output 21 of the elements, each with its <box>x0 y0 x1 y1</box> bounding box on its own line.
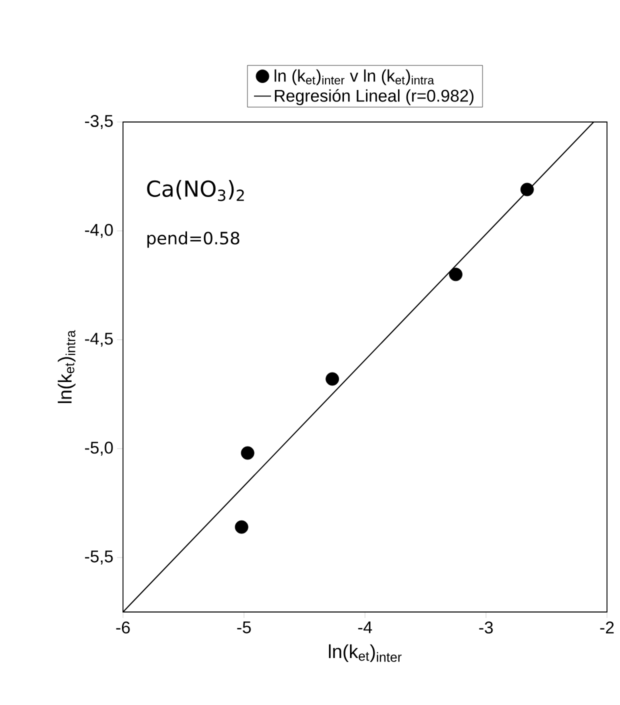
x-tick-label: -5 <box>237 622 251 634</box>
point <box>449 268 462 282</box>
y-tick-label: -3,5 <box>85 114 113 129</box>
point <box>326 372 340 386</box>
y-axis-title: ln(k$_{et}$)$_{intra}$ <box>58 330 76 404</box>
legend-label: Regresión Lineal (r=0.982) <box>274 89 474 106</box>
annotation: pend=0.58 <box>147 231 240 248</box>
y-tick-label: -4,0 <box>85 224 113 238</box>
y-tick-label: -5,5 <box>85 550 113 564</box>
x-tick-label: -6 <box>116 622 130 634</box>
point <box>240 446 254 460</box>
y-tick-label: -5,0 <box>85 442 113 456</box>
point <box>520 182 534 196</box>
annotation: Ca(NO$_{3}$)$_{2}$ <box>147 180 244 202</box>
point <box>234 520 248 534</box>
legend-label: ln (k$_{et}$)$_{inter}$ v ln (k$_{et}$)$_{intra}$ <box>274 69 434 86</box>
x-axis-title: ln(k$_{et}$)$_{inter}$ <box>328 644 402 662</box>
x-tick-label: -3 <box>479 622 493 634</box>
x-tick-label: -2 <box>600 622 614 634</box>
x-tick-label: -4 <box>358 622 372 634</box>
y-tick-label: -4,5 <box>85 332 113 347</box>
